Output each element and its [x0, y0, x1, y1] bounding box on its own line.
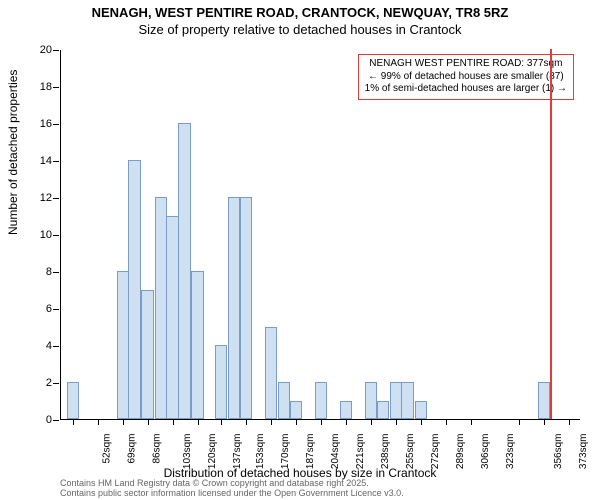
x-tick-label: 137sqm	[232, 434, 243, 470]
x-tick-label: 153sqm	[255, 434, 266, 470]
x-tick	[98, 419, 99, 425]
x-tick	[519, 419, 520, 425]
x-tick-label: 272sqm	[430, 434, 441, 470]
y-tick	[53, 309, 59, 310]
x-tick	[346, 419, 347, 425]
histogram-bar	[377, 401, 389, 420]
histogram-bar	[415, 401, 427, 420]
x-tick	[123, 419, 124, 425]
footer-line2: Contains public sector information licen…	[60, 488, 404, 498]
histogram-bar	[191, 271, 203, 419]
annotation-box: NENAGH WEST PENTIRE ROAD: 377sqm ← 99% o…	[358, 54, 574, 100]
x-tick-label: 170sqm	[280, 434, 291, 470]
x-tick	[148, 419, 149, 425]
x-tick	[73, 419, 74, 425]
histogram-bar	[278, 382, 290, 419]
plot-area: NENAGH WEST PENTIRE ROAD: 377sqm ← 99% o…	[60, 50, 580, 420]
x-tick-label: 289sqm	[455, 434, 466, 470]
y-tick-label: 4	[12, 340, 52, 352]
x-tick-label: 221sqm	[355, 434, 366, 470]
y-tick-label: 20	[12, 44, 52, 56]
x-tick	[471, 419, 472, 425]
y-tick-label: 2	[12, 377, 52, 389]
x-tick-label: 120sqm	[207, 434, 218, 470]
histogram-bar	[340, 401, 352, 420]
histogram-bar	[67, 382, 79, 419]
histogram-bar	[166, 216, 178, 420]
y-tick-label: 12	[12, 192, 52, 204]
x-tick	[371, 419, 372, 425]
x-tick-label: 52sqm	[101, 434, 112, 464]
marker-vline	[550, 49, 552, 419]
histogram-bar	[390, 382, 402, 419]
histogram-bar	[141, 290, 153, 420]
x-tick-label: 323sqm	[505, 434, 516, 470]
y-tick	[53, 272, 59, 273]
x-tick-label: 204sqm	[330, 434, 341, 470]
x-tick-label: 356sqm	[553, 434, 564, 470]
y-tick-label: 18	[12, 81, 52, 93]
title-block: NENAGH, WEST PENTIRE ROAD, CRANTOCK, NEW…	[0, 5, 600, 37]
y-tick	[53, 50, 59, 51]
x-tick	[544, 419, 545, 425]
y-tick	[53, 161, 59, 162]
histogram-bar	[215, 345, 227, 419]
x-tick-label: 373sqm	[578, 434, 589, 470]
y-tick-label: 16	[12, 118, 52, 130]
x-tick-label: 86sqm	[151, 434, 162, 464]
y-tick	[53, 124, 59, 125]
annotation-line1: NENAGH WEST PENTIRE ROAD: 377sqm	[365, 58, 567, 71]
histogram-bar	[128, 160, 140, 419]
x-tick-label: 187sqm	[305, 434, 316, 470]
x-tick-label: 255sqm	[405, 434, 416, 470]
y-tick	[53, 198, 59, 199]
histogram-bar	[240, 197, 252, 419]
x-tick	[296, 419, 297, 425]
annotation-line3: 1% of semi-detached houses are larger (1…	[365, 83, 567, 96]
histogram-bar	[228, 197, 240, 419]
x-tick	[198, 419, 199, 425]
histogram-bar	[365, 382, 377, 419]
x-tick-label: 69sqm	[126, 434, 137, 464]
x-tick-label: 103sqm	[182, 434, 193, 470]
x-tick	[246, 419, 247, 425]
histogram-bar	[265, 327, 277, 420]
y-tick-label: 14	[12, 155, 52, 167]
y-tick-label: 8	[12, 266, 52, 278]
footer-note: Contains HM Land Registry data © Crown c…	[60, 478, 404, 498]
x-tick	[271, 419, 272, 425]
histogram-bar	[315, 382, 327, 419]
y-axis-label: Number of detached properties	[6, 70, 20, 235]
x-tick	[173, 419, 174, 425]
x-tick	[221, 419, 222, 425]
y-tick-label: 0	[12, 414, 52, 426]
x-tick-label: 238sqm	[380, 434, 391, 470]
title-address: NENAGH, WEST PENTIRE ROAD, CRANTOCK, NEW…	[0, 5, 600, 20]
histogram-bar	[538, 382, 550, 419]
footer-line1: Contains HM Land Registry data © Crown c…	[60, 478, 404, 488]
x-tick	[446, 419, 447, 425]
histogram-bar	[117, 271, 129, 419]
title-subtitle: Size of property relative to detached ho…	[0, 22, 600, 37]
y-tick	[53, 420, 59, 421]
x-tick	[321, 419, 322, 425]
y-tick	[53, 235, 59, 236]
histogram-bar	[155, 197, 167, 419]
x-tick	[396, 419, 397, 425]
x-tick	[421, 419, 422, 425]
chart-container: NENAGH, WEST PENTIRE ROAD, CRANTOCK, NEW…	[0, 0, 600, 500]
histogram-bar	[178, 123, 190, 419]
x-tick	[569, 419, 570, 425]
y-tick	[53, 346, 59, 347]
y-tick-label: 10	[12, 229, 52, 241]
histogram-bar	[290, 401, 302, 420]
annotation-line2: ← 99% of detached houses are smaller (87…	[365, 71, 567, 84]
histogram-bar	[401, 382, 413, 419]
y-tick	[53, 383, 59, 384]
x-tick-label: 306sqm	[480, 434, 491, 470]
y-tick	[53, 87, 59, 88]
y-tick-label: 6	[12, 303, 52, 315]
